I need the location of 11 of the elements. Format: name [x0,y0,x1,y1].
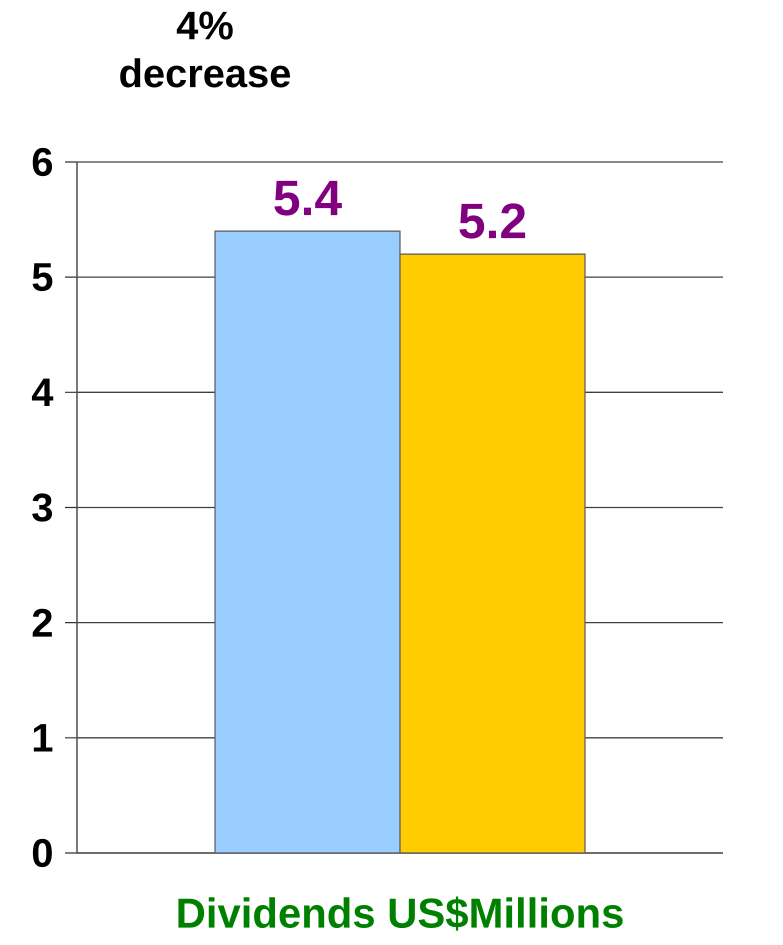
y-tick-label: 0 [32,838,52,868]
y-tick-label: 3 [32,493,52,522]
y-tick-label: 5 [32,263,52,292]
data-label: 5.2 [459,203,526,239]
y-tick-label: 2 [32,608,52,637]
y-tick-label: 6 [32,148,52,176]
text: 4% decrease [120,12,290,88]
data-label: 5.4 [274,180,342,216]
y-tick-label: 1 [34,724,52,752]
y-tick-label: 4 [32,378,54,406]
x-axis-title: Dividends US$Millions [178,896,623,931]
